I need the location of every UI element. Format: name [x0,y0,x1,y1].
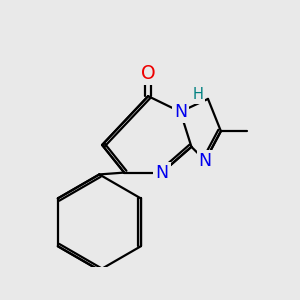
Text: N: N [199,152,212,169]
Text: N: N [174,103,187,121]
Text: H: H [192,87,203,102]
Text: O: O [141,64,155,83]
Text: N: N [155,164,169,181]
